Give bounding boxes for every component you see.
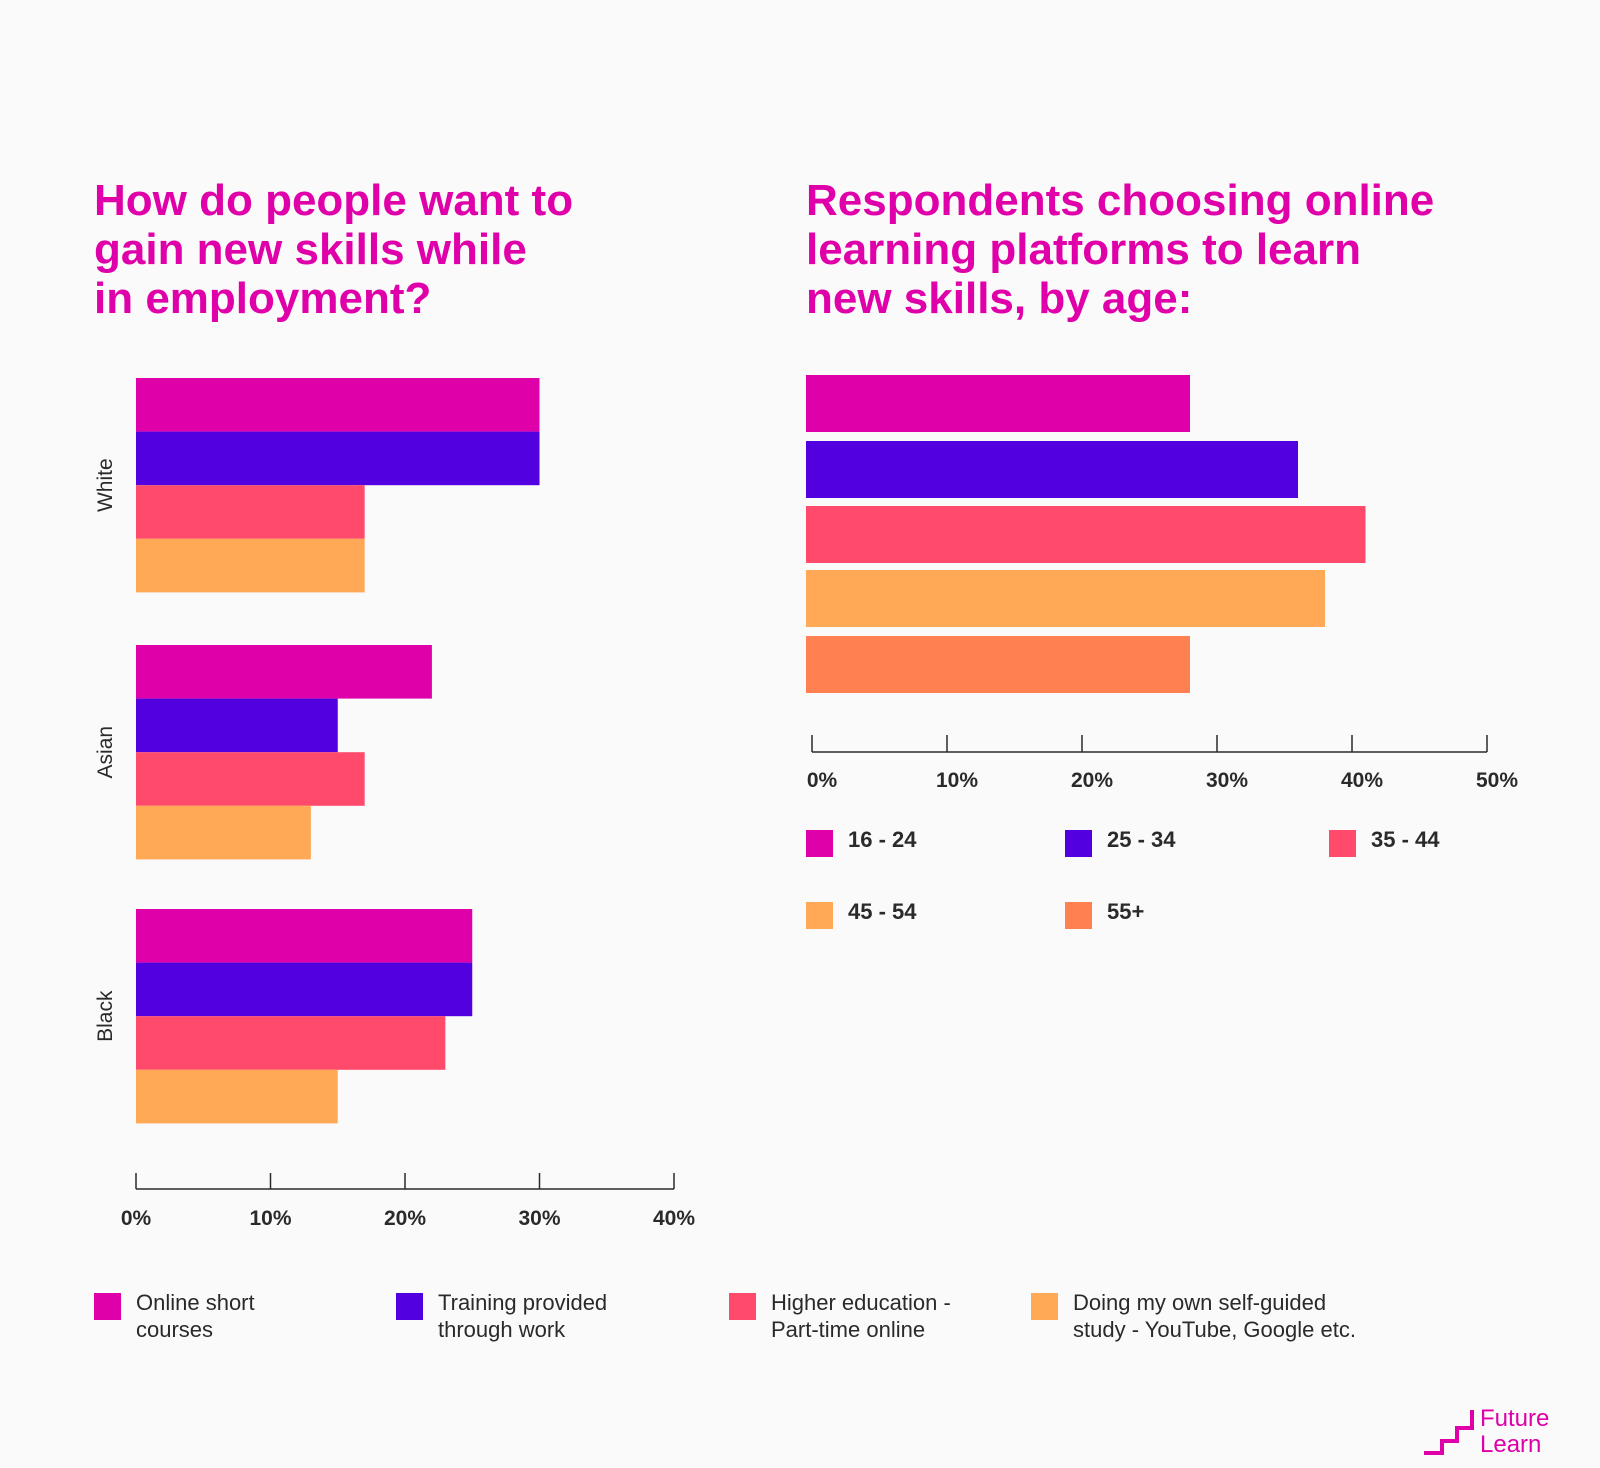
- legend-item: Training provided through work: [396, 1289, 607, 1343]
- x-tick-label: 30%: [518, 1207, 560, 1230]
- bar-age-2: [806, 506, 1366, 563]
- legend-label: 16 - 24: [848, 827, 917, 852]
- bar-age-0: [806, 375, 1190, 432]
- x-tick-label: 40%: [1341, 769, 1383, 792]
- bar-black-1: [136, 962, 473, 1017]
- x-tick-label: 50%: [1476, 769, 1518, 792]
- left-chart-title: How do people want to gain new skills wh…: [94, 176, 574, 323]
- bar-black-0: [136, 909, 473, 963]
- bar-black-3: [136, 1069, 338, 1124]
- legend-label: Doing my own self-guided study - YouTube…: [1073, 1290, 1356, 1342]
- bar-asian-0: [136, 645, 432, 699]
- futurelearn-logo: Future Learn: [1422, 1406, 1592, 1458]
- legend-swatch: [396, 1293, 423, 1320]
- legend-swatch: [1065, 830, 1092, 857]
- stairs-icon: [1424, 1410, 1474, 1455]
- bar-asian-2: [136, 752, 365, 806]
- bar-white-1: [136, 431, 540, 486]
- legend-swatch: [729, 1293, 756, 1320]
- bar-age-4: [806, 636, 1190, 693]
- bar-age-1: [806, 441, 1298, 498]
- x-tick-label: 40%: [653, 1207, 695, 1230]
- legend-label: Higher education - Part-time online: [771, 1290, 951, 1342]
- x-tick-label: 30%: [1206, 769, 1248, 792]
- legend-label: 35 - 44: [1371, 827, 1440, 852]
- legend-swatch: [1329, 830, 1356, 857]
- group-label: Asian: [94, 726, 117, 779]
- legend-swatch: [94, 1293, 121, 1320]
- x-tick-label: 20%: [384, 1207, 426, 1230]
- bar-age-3: [806, 570, 1325, 627]
- group-label: White: [94, 458, 117, 512]
- x-tick-label: 0%: [807, 769, 838, 792]
- group-label: Black: [94, 990, 117, 1042]
- legend-swatch: [806, 902, 833, 929]
- x-tick-label: 0%: [121, 1207, 152, 1230]
- x-tick-label: 10%: [249, 1207, 291, 1230]
- legend-item: Online short courses: [94, 1289, 255, 1343]
- legend-item: 55+: [1065, 898, 1144, 929]
- bar-white-0: [136, 378, 540, 432]
- legend-item: Doing my own self-guided study - YouTube…: [1031, 1289, 1356, 1343]
- legend-label: 45 - 54: [848, 899, 917, 924]
- bar-asian-1: [136, 698, 338, 753]
- legend-item: 16 - 24: [806, 826, 917, 857]
- legend-item: 25 - 34: [1065, 826, 1176, 857]
- legend-label: 55+: [1107, 899, 1145, 924]
- legend-swatch: [1065, 902, 1092, 929]
- logo-text: Future Learn: [1480, 1405, 1550, 1458]
- bar-white-2: [136, 485, 365, 539]
- bar-white-3: [136, 538, 365, 593]
- x-tick-label: 20%: [1071, 769, 1113, 792]
- legend-label: 25 - 34: [1107, 827, 1176, 852]
- legend-item: Higher education - Part-time online: [729, 1289, 951, 1343]
- legend-item: 35 - 44: [1329, 826, 1440, 857]
- right-chart-title: Respondents choosing online learning pla…: [806, 176, 1435, 323]
- legend-item: 45 - 54: [806, 898, 917, 929]
- bar-asian-3: [136, 805, 311, 860]
- legend-label: Online short courses: [136, 1290, 255, 1342]
- x-tick-label: 10%: [936, 769, 978, 792]
- legend-swatch: [1031, 1293, 1058, 1320]
- bar-black-2: [136, 1016, 446, 1070]
- legend-swatch: [806, 830, 833, 857]
- legend-label: Training provided through work: [438, 1290, 608, 1342]
